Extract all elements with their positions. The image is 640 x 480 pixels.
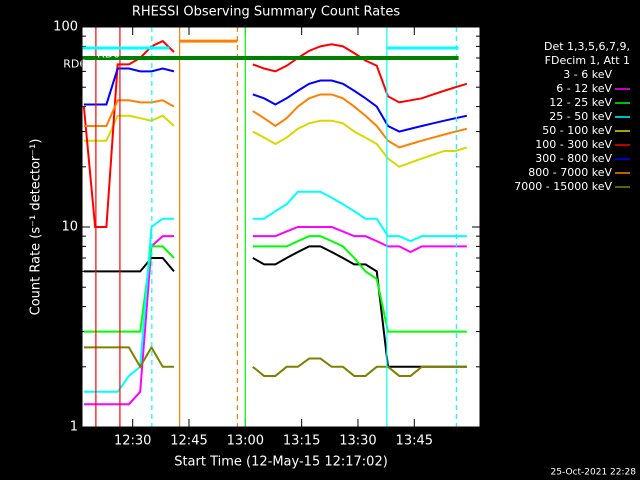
x-tick-label: 12:30	[114, 434, 151, 449]
footer: 25-Oct-2021 22:28	[551, 468, 637, 478]
series-line	[83, 114, 468, 168]
x-tick-label: 13:00	[227, 434, 264, 449]
y-tick-label: 100	[53, 20, 78, 35]
x-axis-label: Start Time (12-May-15 12:17:02)	[174, 455, 388, 470]
legend-header: Det 1,3,5,6,7,9,	[544, 40, 630, 53]
legend-label: 800 - 7000 keV	[528, 166, 612, 179]
annotation: RD6	[63, 57, 86, 70]
series-line	[83, 226, 467, 406]
chart-title: RHESSI Observing Summary Count Rates	[132, 5, 401, 20]
legend-label: 3 - 6 keV	[563, 68, 612, 81]
series-line	[83, 93, 468, 149]
plot-frame	[81, 26, 481, 428]
series-line	[83, 67, 468, 133]
y-tick-label: 10	[61, 220, 78, 235]
annotation: S	[171, 31, 178, 44]
series-line	[83, 190, 467, 393]
legend-label: 300 - 800 keV	[535, 152, 612, 165]
y-axis-label: Count Rate (s⁻¹ detector⁻¹)	[29, 139, 44, 316]
x-tick-label: 13:30	[339, 434, 376, 449]
legend-label: 50 - 100 keV	[542, 124, 612, 137]
plot-area	[82, 27, 480, 427]
y-tick-label: 1	[70, 420, 78, 435]
annotation: RD0	[97, 47, 120, 60]
legend-label: 100 - 300 keV	[535, 138, 612, 151]
series-line	[83, 235, 467, 333]
legend-label: 12 - 25 keV	[549, 96, 612, 109]
x-tick-label: 12:45	[170, 434, 207, 449]
legend-label: 6 - 12 keV	[556, 82, 612, 95]
x-tick-label: 13:15	[283, 434, 320, 449]
legend-label: 25 - 50 keV	[549, 110, 612, 123]
legend-header: FDecim 1, Att 1	[545, 54, 630, 67]
series-line	[83, 345, 467, 377]
legend-label: 7000 - 15000 keV	[514, 180, 612, 193]
x-tick-label: 13:45	[396, 434, 433, 449]
